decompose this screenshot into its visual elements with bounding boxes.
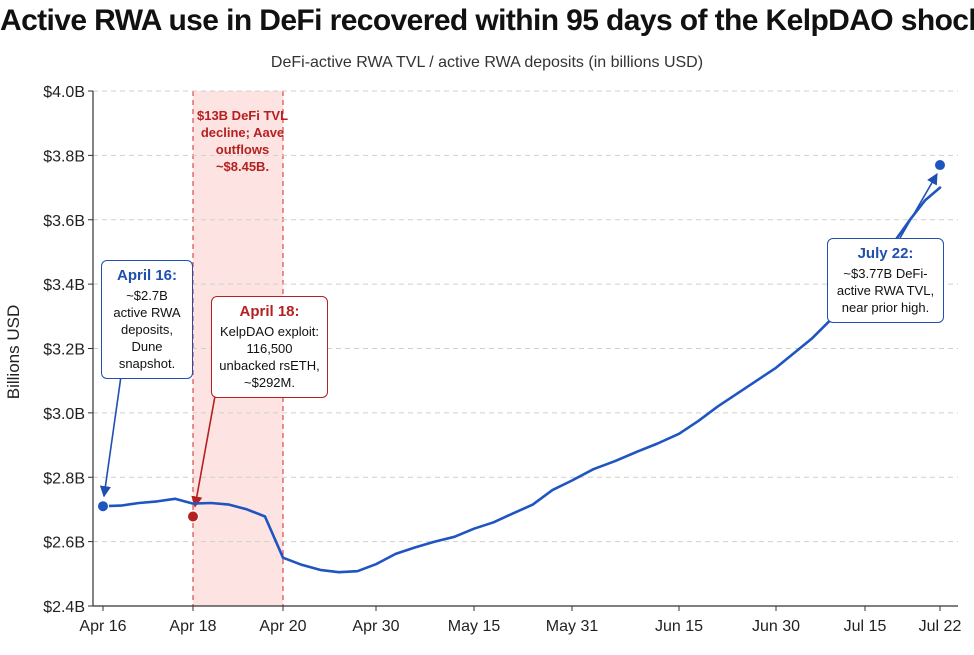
annotation-text: ~$3.77B DeFi-active RWA TVL, near prior … xyxy=(836,266,935,315)
x-tick-label: Jun 15 xyxy=(655,618,703,635)
y-tick-label: $2.4B xyxy=(43,599,85,616)
x-tick-label: Jun 30 xyxy=(752,618,800,635)
annotation-april-18: April 18: KelpDAO exploit: 116,500 unbac… xyxy=(211,296,328,398)
annotation-text: ~$2.7B active RWA deposits, Dune snapsho… xyxy=(113,288,181,371)
annotation-head: July 22: xyxy=(857,245,914,262)
y-tick-label: $3.2B xyxy=(43,342,85,359)
annotation-april-16: April 16: ~$2.7B active RWA deposits, Du… xyxy=(101,260,193,379)
series-line xyxy=(101,186,942,574)
x-tick-label: Jul 15 xyxy=(844,618,887,635)
chart-subtitle: DeFi-active RWA TVL / active RWA deposit… xyxy=(270,54,704,71)
y-tick-label: $2.6B xyxy=(43,535,85,552)
annotation-head: April 18: xyxy=(239,303,300,320)
y-tick-label: $3.8B xyxy=(43,148,85,165)
y-tick-label: $3.4B xyxy=(43,277,85,294)
y-tick-label: $4.0B xyxy=(43,84,85,101)
x-tick-label: May 15 xyxy=(448,618,501,635)
arrow-july-22 xyxy=(899,173,938,239)
annotation-july-22: July 22: ~$3.77B DeFi-active RWA TVL, ne… xyxy=(827,238,944,323)
point-april-18 xyxy=(187,510,199,523)
y-tick-label: $2.8B xyxy=(43,470,85,487)
chart-title: Active RWA use in DeFi recovered within … xyxy=(0,4,974,37)
y-tick-label: $3.0B xyxy=(43,406,85,423)
y-axis-label: Billions USD xyxy=(4,305,23,399)
arrow-april-18 xyxy=(191,384,218,508)
x-tick-label: Apr 16 xyxy=(79,618,126,635)
x-tick-label: May 31 xyxy=(546,618,599,635)
annotation-head: April 16: xyxy=(116,267,177,284)
point-july-22 xyxy=(934,159,946,172)
x-tick-label: Apr 20 xyxy=(259,618,306,635)
y-tick-label: $3.6B xyxy=(43,213,85,230)
annotation-text: KelpDAO exploit: 116,500 unbacked rsETH,… xyxy=(219,324,320,390)
x-tick-label: Jul 22 xyxy=(919,618,962,635)
shaded-region-label: $13B DeFi TVL decline; Aave outflows ~$8… xyxy=(196,108,289,174)
x-tick-label: Apr 30 xyxy=(352,618,399,635)
x-tick-label: Apr 18 xyxy=(169,618,216,635)
point-april-16 xyxy=(97,500,109,513)
